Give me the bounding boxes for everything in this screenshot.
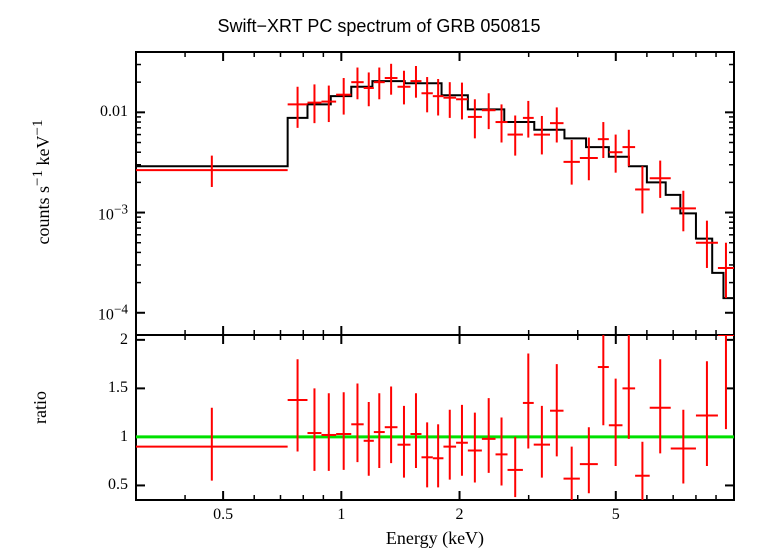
tick-label: 2 (456, 506, 464, 524)
tick-label: 1 (120, 428, 128, 446)
tick-label: 1.5 (108, 379, 128, 397)
figure-root: Swift−XRT PC spectrum of GRB 050815 coun… (0, 0, 758, 556)
plot-svg (0, 0, 758, 556)
tick-label: 0.01 (100, 103, 128, 121)
xlabel: Energy (keV) (136, 528, 734, 549)
tick-label: 0.5 (213, 506, 233, 524)
tick-label: 5 (612, 506, 620, 524)
tick-label: 10−3 (98, 201, 128, 224)
ylabel-bottom: ratio (30, 325, 51, 490)
ylabel-top: counts s−1 keV−1 (30, 40, 54, 323)
tick-label: 2 (120, 331, 128, 349)
tick-label: 1 (337, 506, 345, 524)
tick-label: 0.5 (108, 476, 128, 494)
tick-label: 10−4 (98, 301, 128, 324)
